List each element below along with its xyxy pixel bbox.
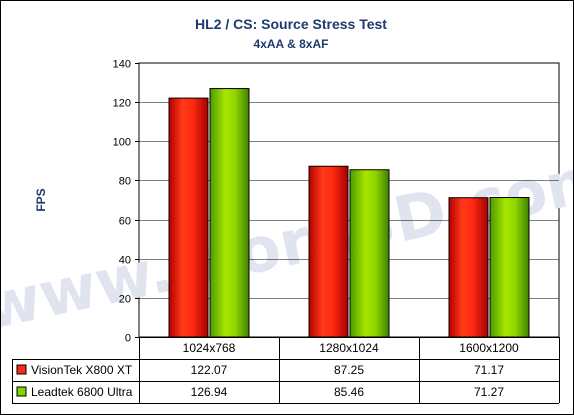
data-label: 71.27 xyxy=(474,385,504,399)
bars xyxy=(168,88,530,338)
chart-title: HL2 / CS: Source Stress Test xyxy=(195,16,387,32)
y-tick-label: 40 xyxy=(119,255,131,267)
bar-leadtek-6800-ultra xyxy=(489,197,530,338)
y-axis-label: FPS xyxy=(34,188,48,211)
data-table: 1024x768 1280x1024 1600x1200 VisionTek X800… xyxy=(12,337,560,404)
y-tick-label: 60 xyxy=(119,216,131,228)
legend-swatch xyxy=(16,386,27,397)
y-tick-label: 140 xyxy=(113,59,131,71)
y-tick-label: 100 xyxy=(113,137,131,149)
y-tick-label: 80 xyxy=(119,176,131,188)
x-category-label: 1280x1024 xyxy=(319,341,379,355)
data-label: 122.07 xyxy=(191,363,228,377)
x-category-label: 1600x1200 xyxy=(459,341,519,355)
bar-leadtek-6800-ultra xyxy=(349,169,390,338)
y-axis-ticks: 0 20 40 60 80 100 120 140 xyxy=(113,59,139,345)
chart-subtitle: 4xAA & 8xAF xyxy=(254,37,329,51)
plot-area xyxy=(138,62,560,338)
gridlines xyxy=(139,102,559,299)
y-tick-label: 20 xyxy=(119,294,131,306)
legend-label: VisionTek X800 XT xyxy=(31,363,133,377)
bar-visiontek-x800-xt xyxy=(308,165,349,338)
x-category-label: 1024x768 xyxy=(183,341,236,355)
y-tick-label: 0 xyxy=(125,333,131,345)
bar-visiontek-x800-xt xyxy=(448,197,489,338)
bar-visiontek-x800-xt xyxy=(168,97,209,338)
data-label: 85.46 xyxy=(334,385,364,399)
legend-label: Leadtek 6800 Ultra xyxy=(31,385,133,399)
data-label: 126.94 xyxy=(191,385,228,399)
data-label: 71.17 xyxy=(474,363,504,377)
bar-leadtek-6800-ultra xyxy=(209,88,250,338)
data-label: 87.25 xyxy=(334,363,364,377)
legend-swatch xyxy=(16,364,27,375)
y-tick-label: 120 xyxy=(113,98,131,110)
